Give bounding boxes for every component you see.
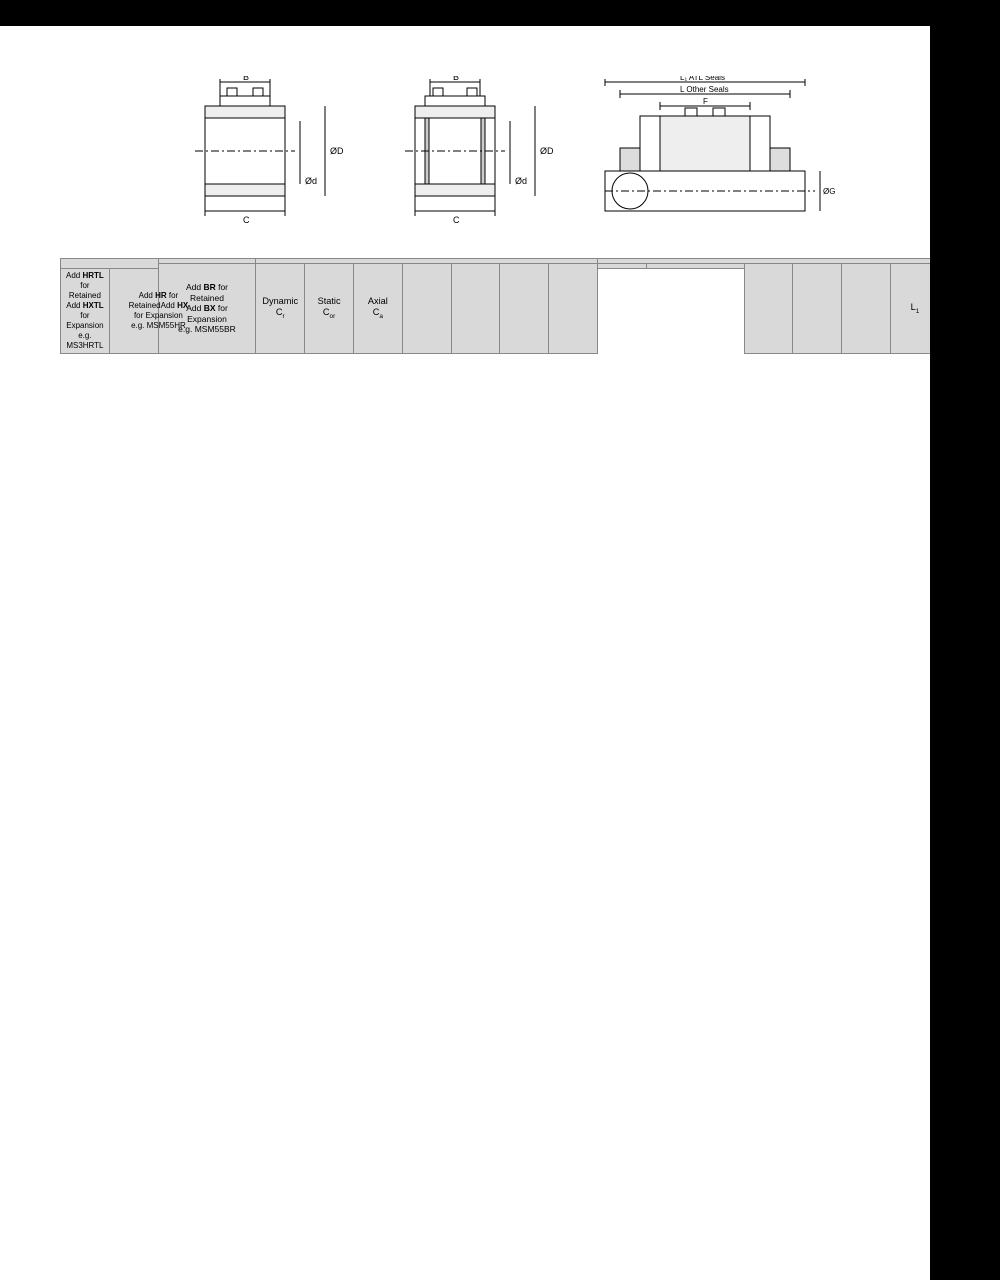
th-F bbox=[793, 264, 842, 354]
page-header bbox=[0, 0, 1000, 26]
svg-text:F: F bbox=[703, 97, 708, 106]
th-axial: AxialCa bbox=[353, 264, 402, 354]
svg-text:B: B bbox=[453, 76, 459, 82]
th-L bbox=[842, 264, 891, 354]
th-D bbox=[451, 264, 500, 354]
svg-text:Ød: Ød bbox=[305, 176, 317, 186]
side-black-bar bbox=[930, 0, 1000, 1280]
th-dynamic: DynamicCr bbox=[256, 264, 305, 354]
diagram-retained: B C Ød ØD bbox=[375, 76, 555, 240]
svg-text:B: B bbox=[243, 76, 249, 82]
svg-text:C: C bbox=[243, 215, 250, 225]
th-atl-note: Add HRTL forRetained Add HXTLfor Expansi… bbox=[61, 269, 110, 354]
th-atl bbox=[598, 264, 647, 269]
svg-text:L Other Seals: L Other Seals bbox=[680, 85, 729, 94]
svg-text:L₁ ATL Seals: L₁ ATL Seals bbox=[680, 76, 725, 82]
content-area: B C Ød ØD bbox=[0, 26, 1000, 354]
data-table: Add BR forRetainedAdd BX forExpansione.g… bbox=[60, 258, 940, 354]
svg-text:ØD: ØD bbox=[540, 146, 554, 156]
page-footer bbox=[60, 1235, 63, 1250]
th-static: StaticCor bbox=[305, 264, 354, 354]
diagram-housing: L₁ ATL Seals L Other Seals F bbox=[585, 76, 835, 240]
diagram-row: B C Ød ØD bbox=[60, 76, 940, 240]
th-G bbox=[744, 264, 793, 354]
svg-text:Ød: Ød bbox=[515, 176, 527, 186]
svg-text:C: C bbox=[453, 215, 460, 225]
th-other bbox=[646, 264, 744, 269]
th-C bbox=[549, 264, 598, 354]
svg-text:ØG: ØG bbox=[823, 187, 835, 196]
th-shaft bbox=[61, 259, 159, 269]
th-B bbox=[500, 264, 549, 354]
th-max bbox=[402, 264, 451, 354]
diagram-expansion: B C Ød ØD bbox=[165, 76, 345, 240]
svg-text:ØD: ØD bbox=[330, 146, 344, 156]
